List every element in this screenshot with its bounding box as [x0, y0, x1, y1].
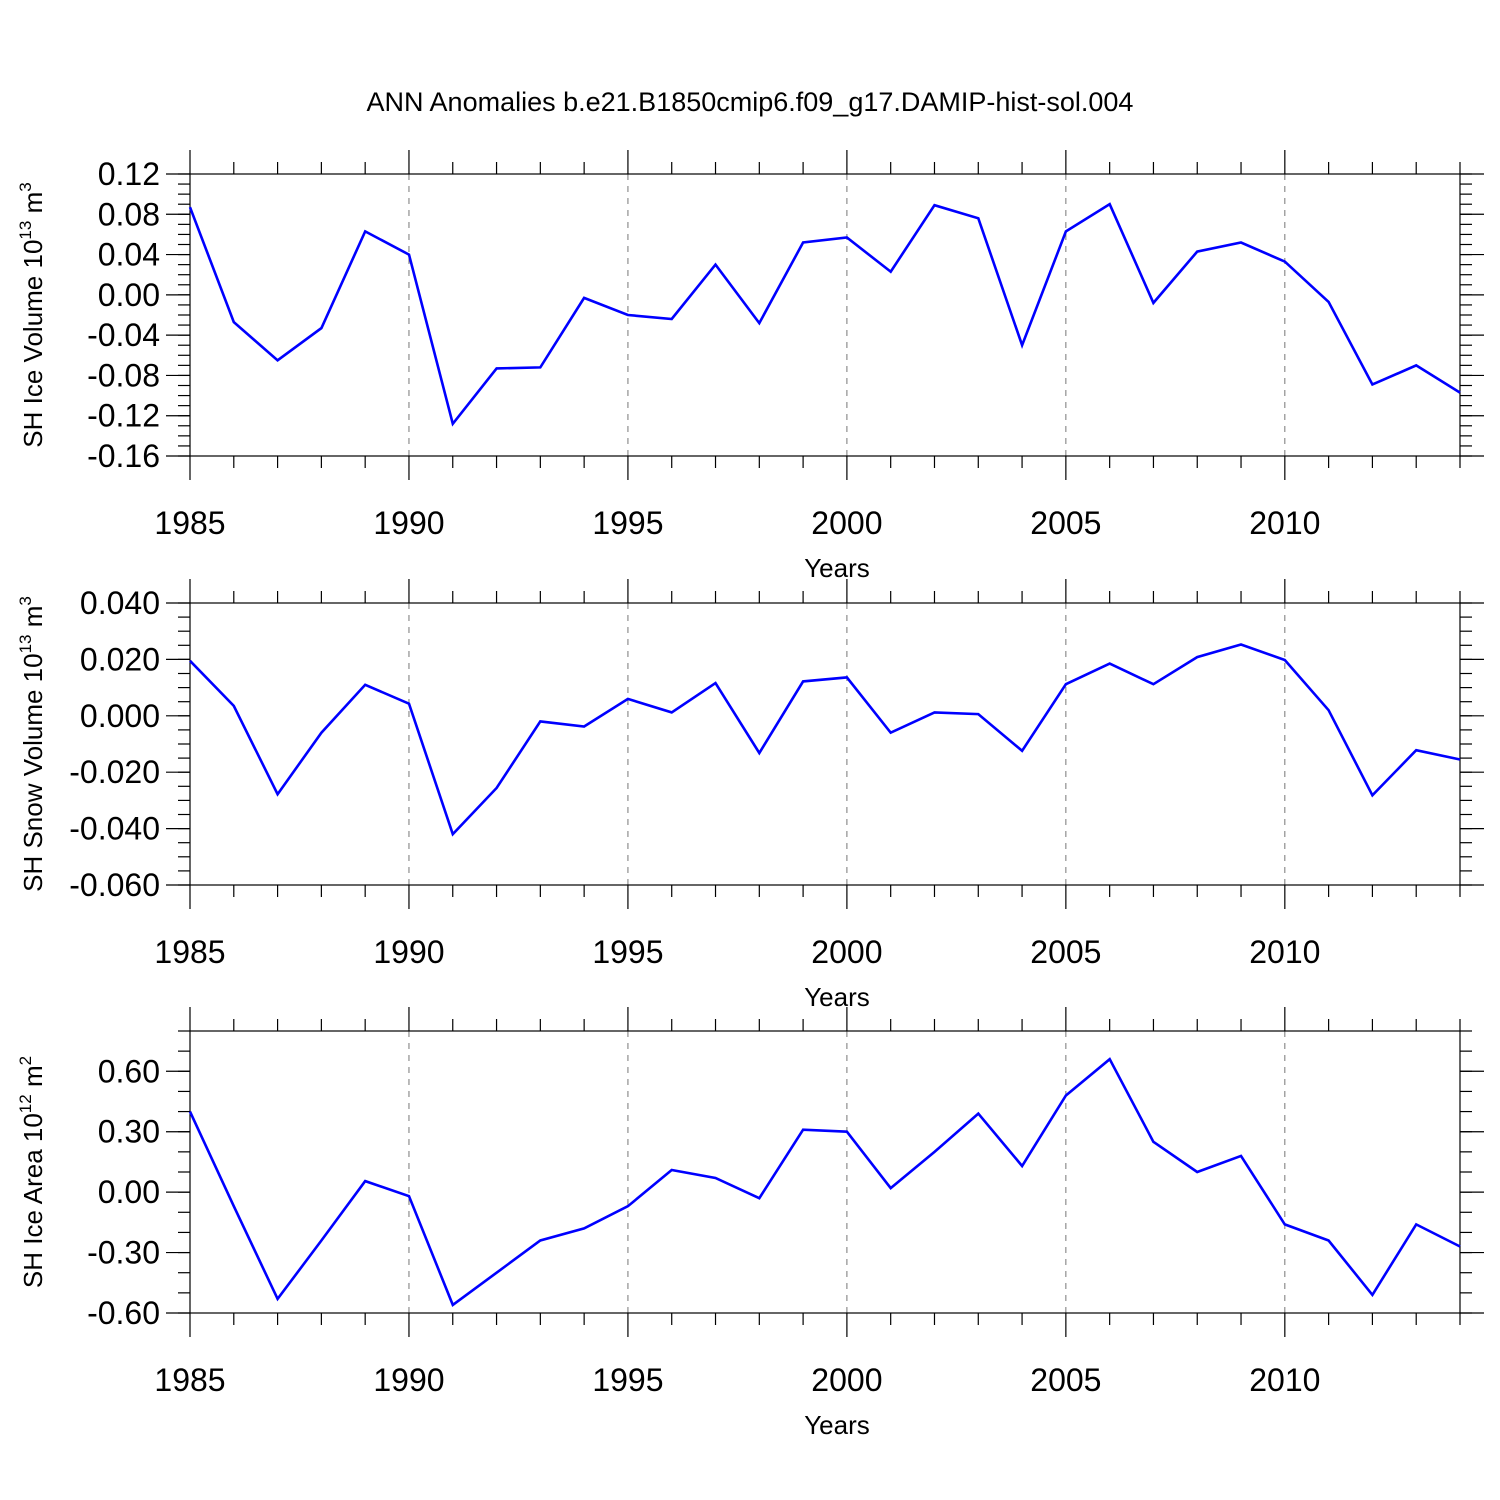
y-axis-label: SH Snow Volume 1013 m3	[16, 596, 48, 892]
x-tick-label: 1995	[592, 505, 663, 541]
x-tick-label: 2005	[1030, 1362, 1101, 1398]
y-tick-label: -0.30	[87, 1235, 160, 1271]
x-tick-label: 2005	[1030, 505, 1101, 541]
y-tick-label: 0.020	[80, 641, 160, 677]
y-tick-label: -0.060	[69, 867, 160, 903]
y-tick-label: 0.040	[80, 585, 160, 621]
x-tick-label: 2000	[811, 934, 882, 970]
panels: 0.12 0.08 0.04 0.00 -0.04 -0.08 -0.12 -0.16 1985…	[16, 150, 1484, 1440]
y-tick-label: 0.30	[98, 1114, 160, 1150]
y-tick-label: 0.000	[80, 698, 160, 734]
x-tick-label: 1985	[154, 934, 225, 970]
x-tick-label: 2010	[1249, 934, 1320, 970]
chart-panel-1: 0.12 0.08 0.04 0.00 -0.04 -0.08 -0.12 -0.16 1985…	[16, 150, 1484, 583]
chart-panel-2: 0.040 0.020 0.000 -0.020 -0.040 -0.060 1985 199…	[16, 579, 1484, 1012]
y-tick-label: -0.020	[69, 754, 160, 790]
y-axis-label: SH Ice Volume 1013 m3	[16, 182, 48, 447]
y-axis-label: SH Ice Area 1012 m2	[16, 1056, 48, 1288]
x-tick-label: 2000	[811, 505, 882, 541]
y-tick-label: -0.04	[87, 317, 160, 353]
plot-frame	[189, 602, 1461, 886]
x-tick-label: 2010	[1249, 505, 1320, 541]
x-tick-label: 1990	[373, 934, 444, 970]
y-tick-label: -0.12	[87, 398, 160, 434]
x-axis-label: Years	[804, 982, 870, 1012]
series-line	[189, 643, 1461, 837]
x-tick-label: 1985	[154, 1362, 225, 1398]
chart-panel-3: 0.60 0.30 0.00 -0.30 -0.60 1985 1990 1995 2000 20…	[16, 1007, 1484, 1440]
y-tick-label: 0.04	[98, 237, 160, 273]
y-tick-label: 0.08	[98, 196, 160, 232]
x-axis-label: Years	[804, 553, 870, 583]
y-tick-label: -0.60	[87, 1295, 160, 1331]
plot-frame	[189, 173, 1461, 457]
y-tick-label: 0.00	[98, 1174, 160, 1210]
y-tick-label: 0.12	[98, 156, 160, 192]
figure-title: ANN Anomalies b.e21.B1850cmip6.f09_g17.D…	[367, 87, 1134, 117]
series-line	[188, 202, 1461, 427]
x-tick-label: 1990	[373, 505, 444, 541]
x-tick-label: 2010	[1249, 1362, 1320, 1398]
y-tick-label: -0.16	[87, 438, 160, 474]
x-tick-label: 1995	[592, 1362, 663, 1398]
x-tick-label: 2000	[811, 1362, 882, 1398]
series-line	[188, 1057, 1461, 1307]
y-tick-label: -0.040	[69, 811, 160, 847]
x-tick-label: 2005	[1030, 934, 1101, 970]
x-axis-label: Years	[804, 1410, 870, 1440]
x-tick-label: 1990	[373, 1362, 444, 1398]
y-tick-label: 0.00	[98, 277, 160, 313]
x-tick-label: 1985	[154, 505, 225, 541]
y-tick-label: -0.08	[87, 357, 160, 393]
y-tick-label: 0.60	[98, 1053, 160, 1089]
plot-frame	[189, 1030, 1461, 1314]
x-tick-label: 1995	[592, 934, 663, 970]
